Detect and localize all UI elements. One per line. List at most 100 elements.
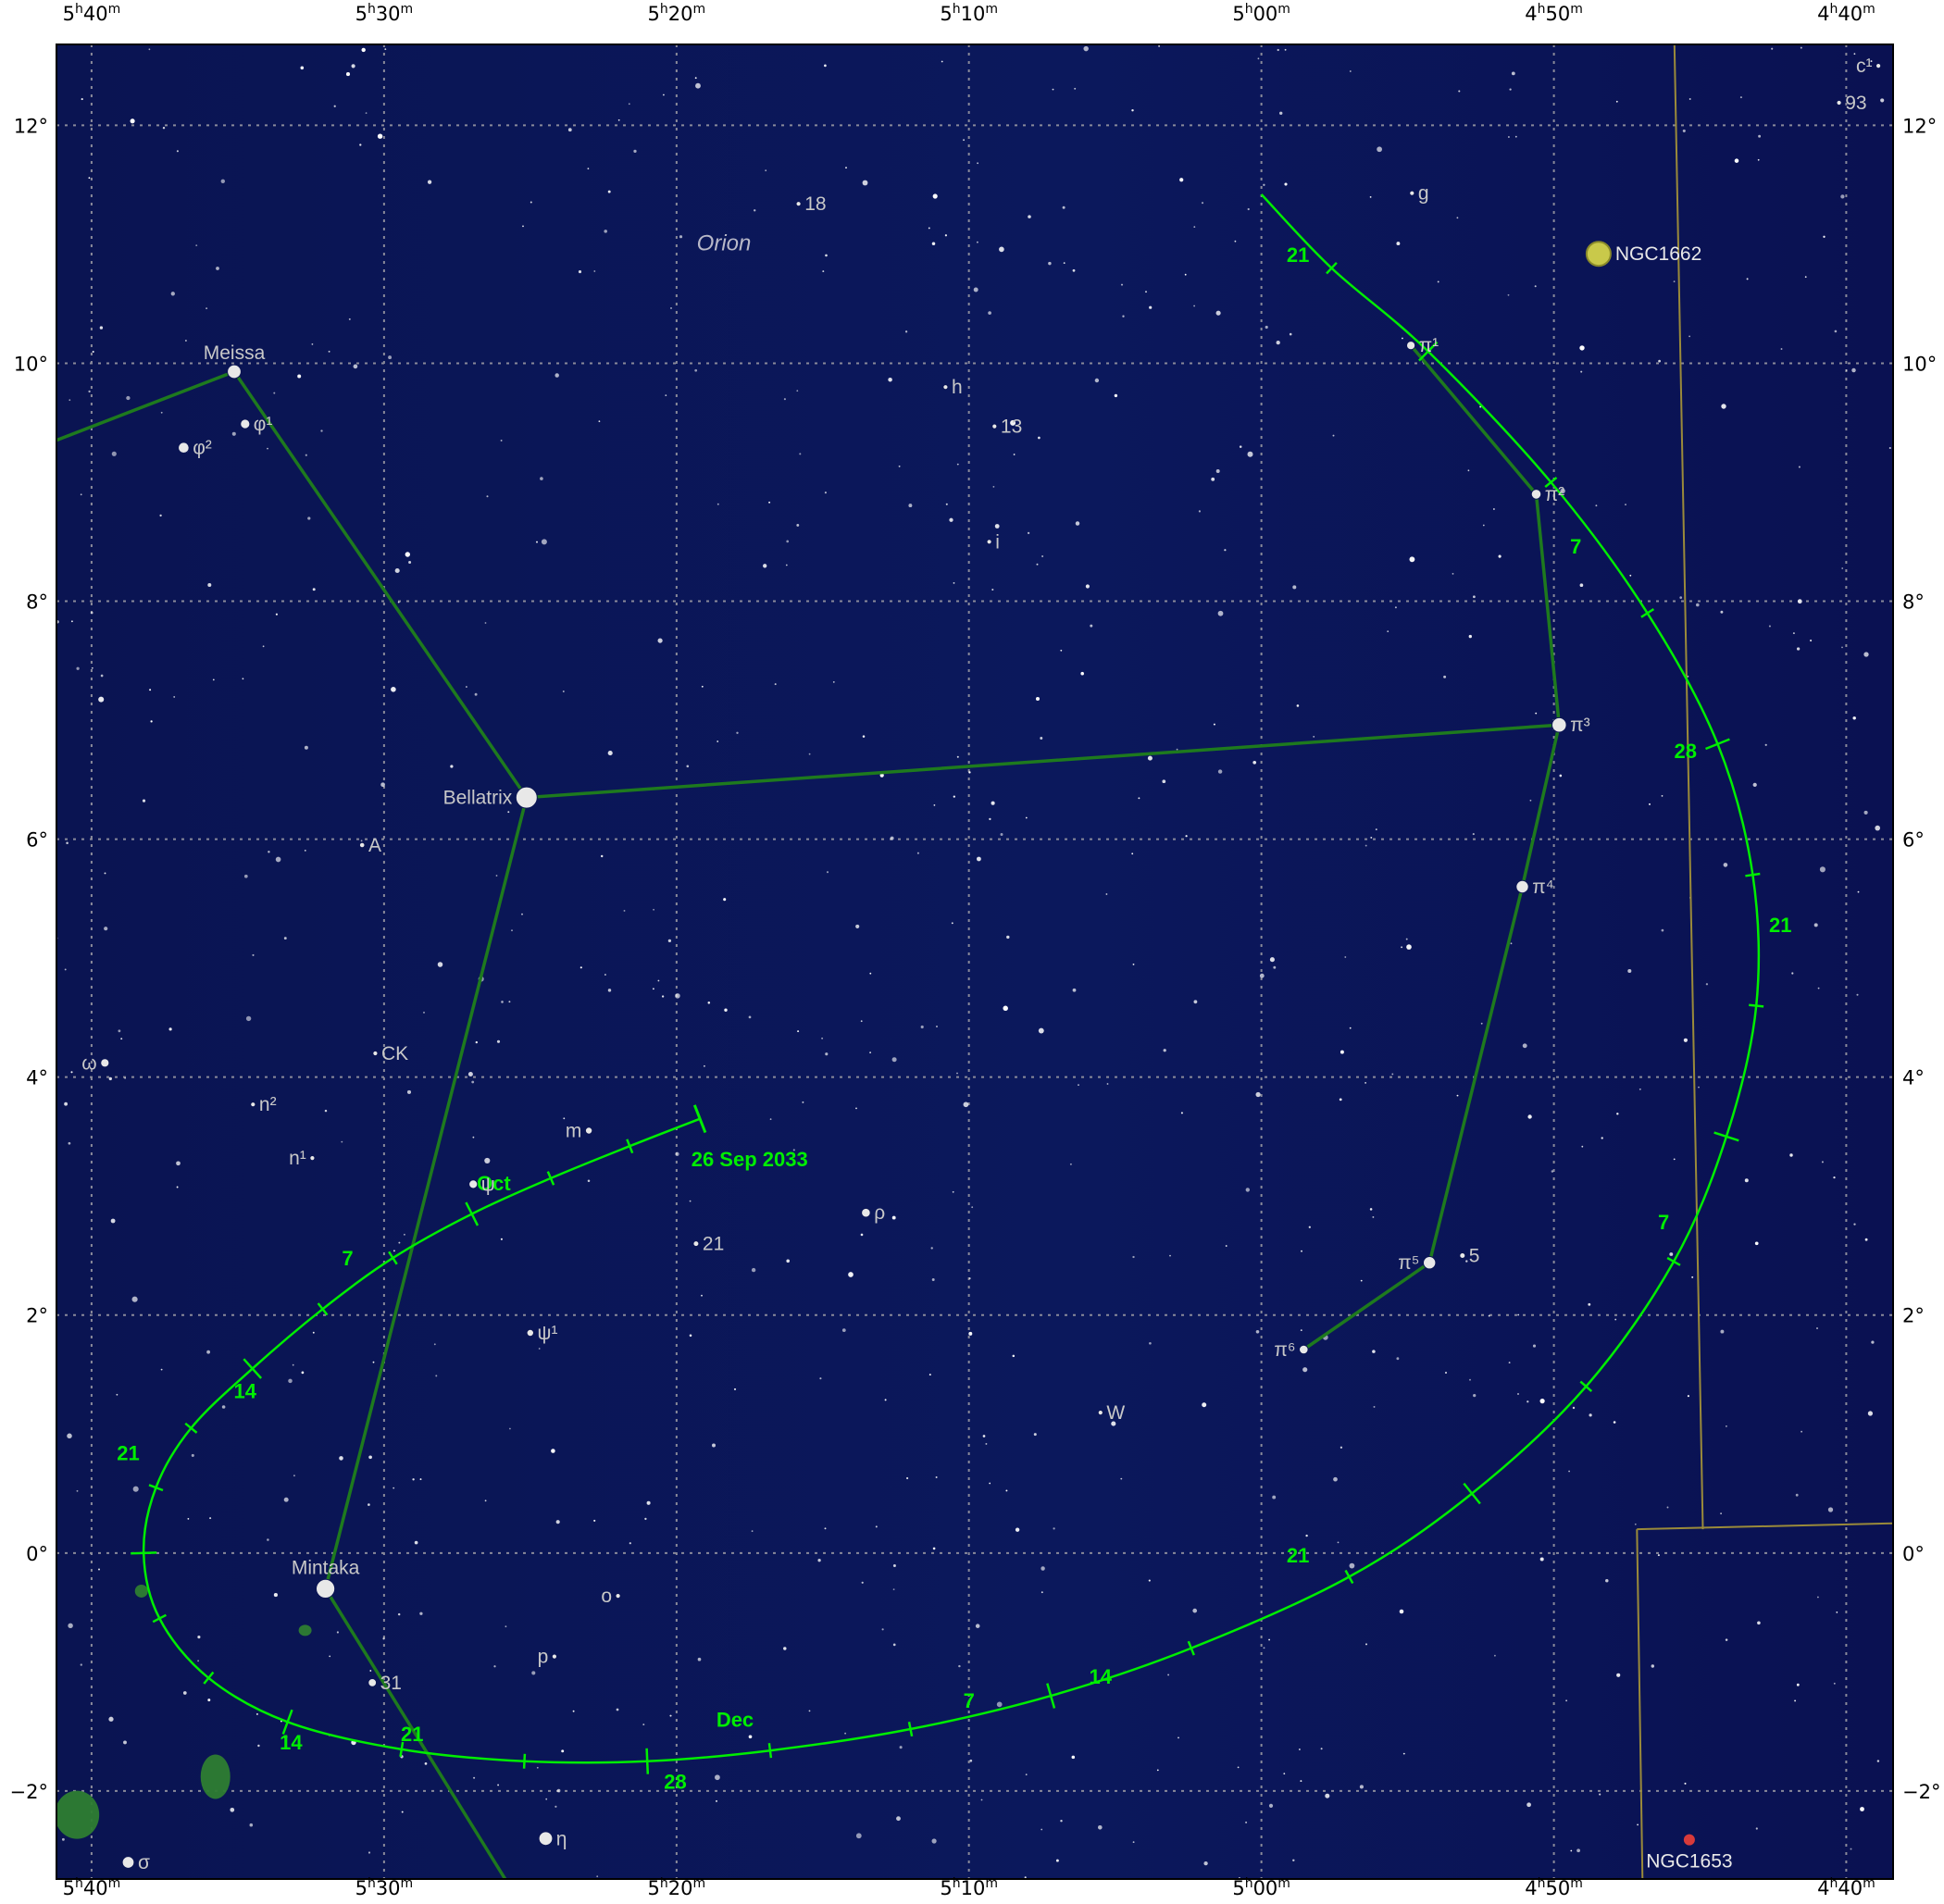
comet-date-label: 26 Sep 2033 [692,1148,808,1171]
field-star [1588,1302,1591,1306]
field-star [1852,716,1856,720]
field-star [1514,135,1517,138]
field-star [1193,1000,1198,1004]
field-star [1687,1395,1689,1398]
field-star [66,841,69,844]
field-star [1456,217,1459,219]
field-star [500,439,503,442]
field-star [108,1076,112,1081]
comet-tick [1418,341,1439,362]
nebula-layer [56,1584,312,1839]
field-star [1791,972,1794,975]
boundary-line [1637,1522,1893,1531]
field-star [1257,57,1260,60]
field-star [1239,445,1242,448]
field-star [207,583,212,587]
field-star [67,1433,72,1439]
field-star [148,48,151,51]
comet-date-label: 7 [964,1689,975,1712]
field-star [1511,71,1515,76]
field-star [1149,305,1153,309]
field-star [1072,268,1076,272]
ra-tick-label: 5h10m [940,2,998,25]
dec-tick-label-right: 8° [1902,591,1925,614]
field-star [1673,280,1676,282]
field-star [1010,419,1016,426]
star-label: A [368,835,381,856]
field-star [1666,1506,1669,1509]
field-star [104,927,108,931]
field-star [1120,283,1124,286]
field-star [100,674,104,678]
star [861,1207,871,1218]
field-star [1798,466,1801,468]
field-star [982,1435,986,1437]
field-star [1120,1477,1123,1480]
field-star [1277,48,1279,52]
star [1515,879,1529,894]
field-star [855,1107,857,1110]
field-star [1836,1612,1838,1613]
field-star [393,1487,395,1489]
field-star [120,1038,123,1040]
field-star [408,561,412,564]
nebula-patch [56,1790,100,1839]
field-star [108,1716,114,1722]
field-star [821,1037,824,1039]
comet-tick [522,1753,527,1769]
field-star [249,1823,254,1827]
field-star [551,1449,555,1453]
field-star [1580,370,1583,373]
field-star [704,1064,705,1067]
dec-tick-label-right: 4° [1902,1067,1925,1089]
field-star [1661,795,1664,797]
field-star [414,1540,418,1545]
field-star [81,98,83,101]
field-star [1060,1819,1063,1823]
star [372,1050,379,1057]
field-star [930,1247,933,1250]
field-star [963,139,966,142]
comet-tick [203,1671,215,1685]
field-star [1757,1621,1761,1625]
field-star [1337,1541,1340,1544]
star-label: ω [81,1052,96,1074]
field-star [345,72,351,77]
field-star [398,1241,401,1244]
field-star [768,501,771,504]
field-star [1237,1766,1240,1769]
galaxy-marker [1683,1834,1695,1846]
field-star [68,1141,71,1145]
ra-tick-label: 5h40m [63,1876,121,1899]
dec-tick-label-left: −2° [10,1781,48,1803]
field-star [1473,1393,1477,1398]
field-star [197,1636,201,1639]
field-star [786,540,790,543]
field-star [1273,965,1277,969]
field-star [642,1724,645,1726]
field-star [1349,70,1352,72]
comet-tick [148,1484,164,1492]
field-star [1755,1827,1758,1830]
field-star [1888,446,1891,450]
field-star [890,836,894,840]
field-star [888,377,892,382]
field-star [361,47,366,53]
comet-tick [1640,608,1655,618]
field-star [763,564,767,568]
field-star [941,60,943,63]
field-star [1599,1793,1601,1796]
field-star [944,234,948,237]
field-star [1111,1421,1116,1426]
field-star [312,1331,315,1334]
dec-tick-label-right: 10° [1902,353,1937,375]
field-star [1401,337,1403,340]
field-star [1024,1876,1027,1879]
field-star [1399,1609,1404,1614]
field-star [1055,1859,1059,1862]
field-star [1263,1647,1265,1649]
star [515,786,538,809]
dec-tick-label-left: 8° [26,591,48,614]
field-star [401,1811,404,1813]
